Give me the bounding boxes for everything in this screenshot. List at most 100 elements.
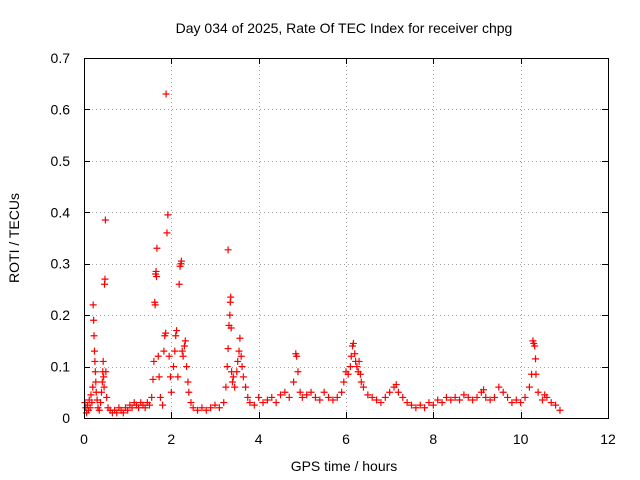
data-point (329, 396, 337, 404)
data-point (89, 383, 97, 391)
data-point (442, 393, 450, 401)
data-point (364, 391, 372, 399)
data-point (97, 388, 105, 396)
data-point (234, 357, 242, 365)
data-point (451, 393, 459, 401)
data-point (180, 342, 188, 350)
data-point (296, 388, 304, 396)
y-tick-label: 0.6 (51, 101, 71, 117)
data-point (233, 368, 241, 376)
data-point (198, 404, 206, 412)
data-point (543, 393, 551, 401)
data-point (124, 406, 132, 414)
data-point (416, 401, 424, 409)
data-point (512, 396, 520, 404)
data-point (90, 316, 98, 324)
data-point (381, 393, 389, 401)
data-point (100, 383, 108, 391)
data-point (403, 399, 411, 407)
data-point (146, 401, 153, 409)
data-point (238, 363, 246, 371)
data-point (351, 350, 359, 358)
grid-layer (84, 58, 608, 418)
data-point (149, 375, 157, 383)
data-point (473, 393, 481, 401)
data-point (429, 401, 437, 409)
data-point (237, 352, 245, 360)
data-point (89, 301, 97, 309)
data-point (325, 393, 333, 401)
x-tick-label: 10 (513, 431, 529, 447)
data-point (425, 399, 433, 407)
data-point (215, 404, 223, 412)
data-point (99, 357, 107, 365)
data-point (207, 404, 215, 412)
data-point (338, 388, 346, 396)
data-point (226, 311, 234, 319)
data-point (277, 391, 284, 399)
data-point (91, 368, 99, 376)
data-point (228, 378, 236, 386)
data-point (525, 383, 533, 391)
data-point (98, 378, 106, 386)
data-point (311, 393, 319, 401)
data-point (184, 378, 192, 386)
y-tick-label: 0.2 (51, 307, 71, 323)
data-point (90, 347, 98, 355)
data-point (113, 409, 121, 417)
data-point (236, 334, 244, 342)
data-point (95, 406, 103, 414)
data-point (235, 347, 243, 355)
data-point (434, 396, 442, 404)
data-point (159, 401, 167, 409)
data-point (357, 378, 365, 386)
data-point (250, 401, 258, 409)
data-point (223, 363, 231, 371)
x-tick-label: 4 (255, 431, 263, 447)
data-point (303, 391, 311, 399)
data-point (464, 393, 472, 401)
data-point (224, 246, 232, 254)
data-point (268, 393, 276, 401)
data-point (356, 370, 364, 378)
data-points (81, 90, 564, 417)
data-point (359, 383, 367, 391)
data-point (333, 393, 341, 401)
data-point (185, 388, 193, 396)
data-point (164, 211, 172, 219)
data-point (202, 406, 210, 414)
x-tick-label: 2 (167, 431, 175, 447)
data-point (178, 347, 186, 355)
data-point (531, 342, 539, 350)
data-point (187, 399, 195, 407)
data-point (229, 373, 237, 381)
data-point (154, 352, 162, 360)
data-point (480, 386, 488, 394)
data-point (482, 393, 490, 401)
data-point (486, 396, 494, 404)
data-point (173, 327, 181, 335)
data-point (242, 383, 250, 391)
data-point (119, 409, 127, 417)
data-point (211, 401, 219, 409)
data-point (181, 337, 189, 345)
data-point (547, 399, 555, 407)
data-point (103, 393, 111, 401)
data-point (87, 391, 95, 399)
data-point (148, 393, 156, 401)
data-point (194, 406, 202, 414)
data-point (285, 393, 293, 401)
data-point (392, 381, 400, 389)
data-point (227, 324, 235, 332)
data-point (128, 404, 136, 412)
data-point (171, 347, 179, 355)
data-point (377, 399, 385, 407)
data-point (88, 399, 96, 407)
data-point (162, 329, 170, 337)
data-point (227, 293, 235, 301)
data-point (340, 378, 348, 386)
data-point (97, 399, 105, 407)
data-point (456, 396, 464, 404)
data-point (239, 373, 247, 381)
data-point (246, 399, 254, 407)
